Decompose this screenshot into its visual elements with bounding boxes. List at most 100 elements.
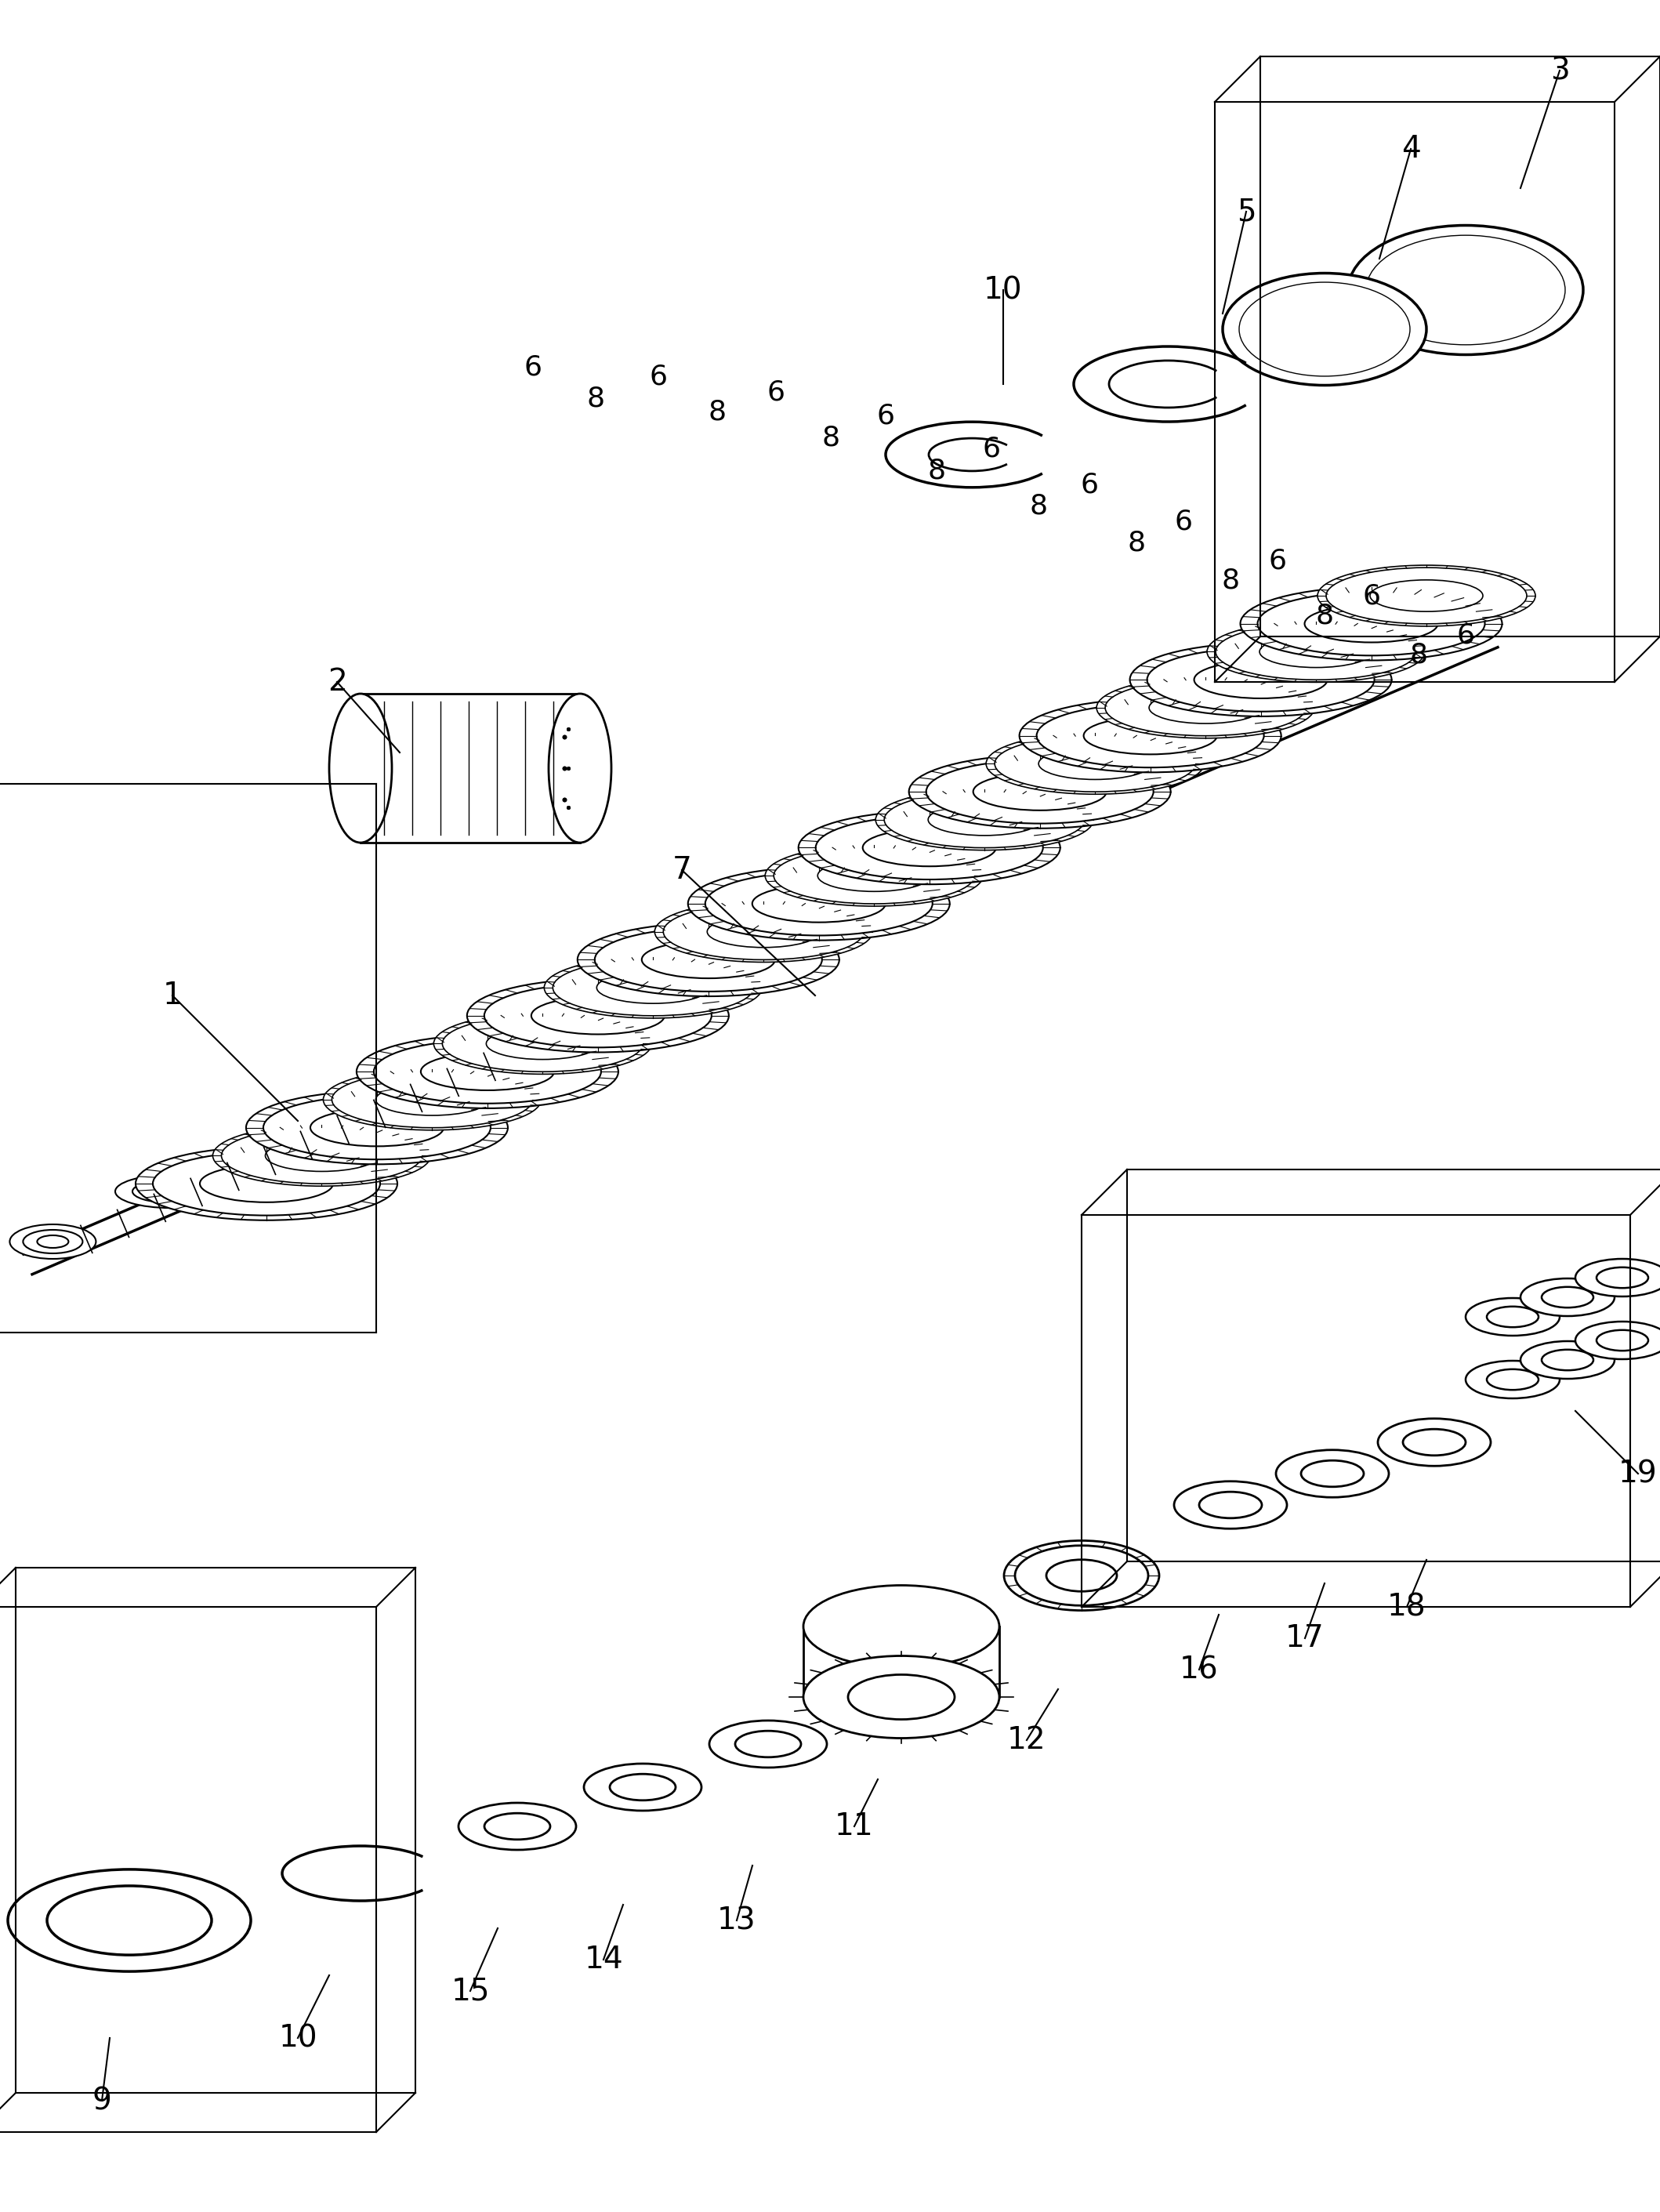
Ellipse shape: [875, 790, 1094, 849]
Ellipse shape: [910, 754, 1170, 827]
Ellipse shape: [1258, 593, 1484, 655]
Ellipse shape: [973, 772, 1107, 810]
Ellipse shape: [466, 980, 729, 1053]
Text: 7: 7: [672, 856, 692, 885]
Ellipse shape: [153, 1152, 380, 1214]
Ellipse shape: [374, 1040, 601, 1104]
Ellipse shape: [815, 816, 1042, 880]
Ellipse shape: [23, 1230, 83, 1254]
Ellipse shape: [1019, 699, 1282, 772]
Ellipse shape: [1260, 635, 1373, 668]
Ellipse shape: [1097, 677, 1315, 739]
Ellipse shape: [1046, 1559, 1117, 1590]
Ellipse shape: [752, 885, 885, 922]
Text: 8: 8: [1315, 602, 1333, 628]
Ellipse shape: [1277, 1449, 1389, 1498]
Ellipse shape: [1174, 1482, 1286, 1528]
Text: 6: 6: [525, 354, 541, 380]
Ellipse shape: [264, 1095, 491, 1159]
Ellipse shape: [1147, 648, 1374, 712]
Ellipse shape: [1366, 234, 1565, 345]
Text: 6: 6: [649, 363, 667, 389]
Ellipse shape: [709, 1721, 827, 1767]
Text: 6: 6: [767, 378, 785, 405]
Ellipse shape: [1255, 292, 1393, 367]
Ellipse shape: [1215, 624, 1416, 679]
Ellipse shape: [707, 916, 820, 947]
Ellipse shape: [642, 940, 775, 978]
Ellipse shape: [1487, 1369, 1539, 1389]
Ellipse shape: [818, 860, 931, 891]
Ellipse shape: [485, 984, 712, 1048]
Ellipse shape: [1378, 1418, 1491, 1467]
Text: 10: 10: [984, 274, 1023, 305]
Ellipse shape: [1106, 679, 1306, 737]
Ellipse shape: [375, 1084, 488, 1115]
Ellipse shape: [115, 1175, 226, 1208]
Text: 6: 6: [1175, 509, 1192, 535]
Ellipse shape: [324, 1068, 541, 1130]
Text: 9: 9: [93, 2086, 111, 2115]
Ellipse shape: [458, 1803, 576, 1849]
Ellipse shape: [1305, 606, 1438, 641]
Ellipse shape: [1223, 272, 1426, 385]
Ellipse shape: [1014, 1546, 1149, 1606]
Ellipse shape: [549, 695, 611, 843]
Ellipse shape: [1207, 622, 1424, 681]
Text: 6: 6: [983, 436, 1001, 462]
Ellipse shape: [212, 1126, 430, 1186]
Text: 8: 8: [1029, 493, 1047, 520]
Ellipse shape: [357, 1035, 618, 1108]
Text: 1: 1: [163, 980, 183, 1011]
Ellipse shape: [266, 1139, 378, 1172]
Ellipse shape: [798, 812, 1061, 885]
Ellipse shape: [332, 1071, 533, 1128]
Ellipse shape: [310, 1108, 443, 1146]
Text: 6: 6: [1456, 622, 1474, 648]
Ellipse shape: [594, 927, 822, 991]
Ellipse shape: [1084, 717, 1217, 754]
Ellipse shape: [654, 900, 873, 962]
Text: 17: 17: [1285, 1624, 1325, 1652]
Ellipse shape: [199, 1166, 334, 1203]
Text: 13: 13: [717, 1905, 757, 1936]
Ellipse shape: [329, 695, 392, 843]
Ellipse shape: [1466, 1360, 1560, 1398]
Text: 15: 15: [452, 1975, 490, 2006]
Ellipse shape: [1240, 586, 1502, 661]
Ellipse shape: [1597, 1329, 1648, 1352]
Ellipse shape: [1039, 748, 1152, 779]
Text: 16: 16: [1180, 1655, 1218, 1686]
Text: 6: 6: [876, 403, 895, 429]
Text: 4: 4: [1401, 135, 1421, 164]
Ellipse shape: [1149, 692, 1262, 723]
Ellipse shape: [1521, 1340, 1615, 1378]
Text: 8: 8: [822, 425, 840, 451]
Text: 6: 6: [1363, 582, 1381, 608]
Ellipse shape: [544, 958, 762, 1018]
Ellipse shape: [1521, 1279, 1615, 1316]
Ellipse shape: [1542, 1349, 1594, 1369]
Text: 8: 8: [1409, 641, 1428, 668]
Ellipse shape: [1597, 1267, 1648, 1287]
Ellipse shape: [1542, 1287, 1594, 1307]
Ellipse shape: [1036, 703, 1263, 768]
Ellipse shape: [596, 971, 709, 1004]
Text: 8: 8: [709, 398, 725, 425]
Ellipse shape: [1318, 566, 1536, 626]
Bar: [360, 695, 579, 843]
Ellipse shape: [433, 1013, 652, 1075]
Text: 5: 5: [1237, 197, 1257, 226]
Ellipse shape: [8, 1869, 251, 1971]
Ellipse shape: [885, 792, 1086, 847]
Text: 14: 14: [584, 1944, 622, 1975]
Ellipse shape: [1326, 568, 1527, 624]
Ellipse shape: [1575, 1321, 1660, 1358]
Ellipse shape: [803, 1657, 999, 1739]
Ellipse shape: [1194, 661, 1328, 699]
Ellipse shape: [765, 845, 983, 907]
Ellipse shape: [986, 732, 1204, 794]
Text: 11: 11: [835, 1812, 873, 1840]
Ellipse shape: [578, 922, 840, 995]
Ellipse shape: [928, 803, 1041, 836]
